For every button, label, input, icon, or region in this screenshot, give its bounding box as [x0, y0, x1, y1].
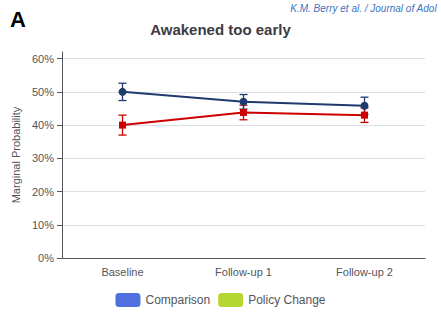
svg-text:Policy Change: Policy Change	[248, 293, 326, 307]
svg-text:Awakened too early: Awakened too early	[150, 21, 291, 38]
svg-text:60%: 60%	[32, 53, 54, 65]
svg-text:Comparison: Comparison	[145, 293, 210, 307]
svg-text:Follow-up 2: Follow-up 2	[336, 266, 393, 278]
svg-text:30%: 30%	[32, 152, 54, 164]
svg-text:Baseline: Baseline	[101, 266, 143, 278]
svg-text:10%: 10%	[32, 219, 54, 231]
svg-text:K.M. Berry et al. / Journal of: K.M. Berry et al. / Journal of Adol	[290, 3, 437, 14]
svg-text:Marginal Probability: Marginal Probability	[10, 106, 22, 203]
svg-text:Follow-up 1: Follow-up 1	[215, 266, 272, 278]
svg-text:A: A	[10, 7, 26, 32]
svg-text:20%: 20%	[32, 186, 54, 198]
svg-text:50%: 50%	[32, 86, 54, 98]
svg-text:40%: 40%	[32, 119, 54, 131]
svg-text:0%: 0%	[38, 252, 54, 264]
